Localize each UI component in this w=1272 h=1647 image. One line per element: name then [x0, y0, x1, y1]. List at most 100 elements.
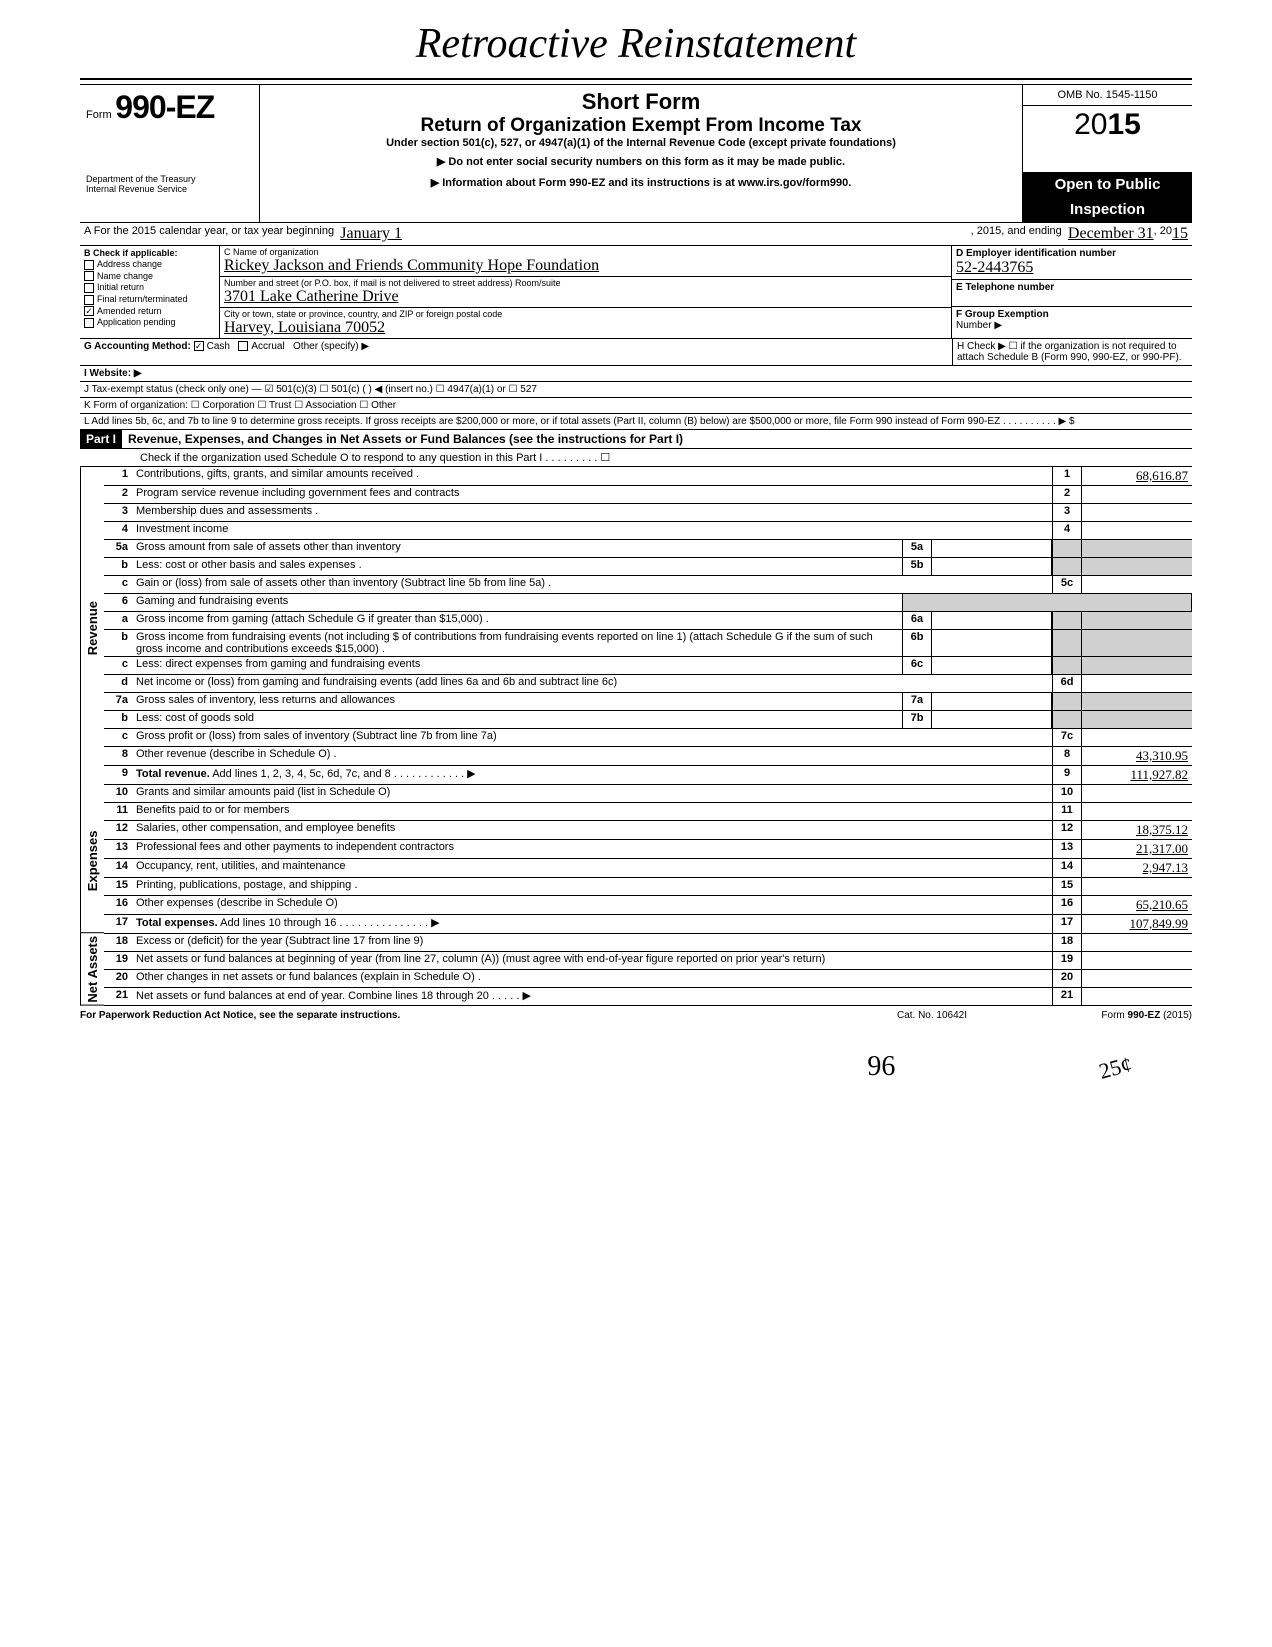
line-num: 17 [104, 915, 132, 933]
checkbox[interactable] [84, 283, 94, 293]
right-val[interactable] [1082, 729, 1192, 746]
checkbox[interactable] [84, 295, 94, 305]
mid-val[interactable] [932, 612, 1052, 629]
right-shaded [902, 594, 1192, 611]
mid-num: 5b [902, 558, 932, 575]
subtitle: Under section 501(c), 527, or 4947(a)(1)… [266, 137, 1016, 149]
row-g: G Accounting Method: ✓Cash Accrual Other… [80, 339, 952, 365]
line-row: dNet income or (loss) from gaming and fu… [104, 675, 1192, 693]
ein-value: 52-2443765 [956, 259, 1188, 277]
line-row: bLess: cost of goods sold7b [104, 711, 1192, 729]
checkbox-label: Initial return [97, 282, 144, 292]
footer-right: Form 990-EZ (2015) [1032, 1010, 1192, 1021]
line-desc: Less: cost or other basis and sales expe… [132, 558, 902, 575]
right-num: 7c [1052, 729, 1082, 746]
line-num: 5a [104, 540, 132, 557]
accrual-checkbox[interactable] [238, 341, 248, 351]
right-val[interactable] [1082, 970, 1192, 987]
line-desc: Less: direct expenses from gaming and fu… [132, 657, 902, 674]
right-val[interactable]: 2,947.13 [1082, 859, 1192, 877]
line-desc: Gain or (loss) from sale of assets other… [132, 576, 1052, 593]
mid-val[interactable] [932, 630, 1052, 656]
right-num-shaded [1052, 657, 1082, 674]
col-b: B Check if applicable: Address changeNam… [80, 246, 220, 338]
right-num: 15 [1052, 878, 1082, 895]
checkbox[interactable] [84, 260, 94, 270]
right-val[interactable]: 18,375.12 [1082, 821, 1192, 839]
right-num-shaded [1052, 711, 1082, 728]
right-val[interactable] [1082, 988, 1192, 1005]
mid-val[interactable] [932, 657, 1052, 674]
mid-val[interactable] [932, 693, 1052, 710]
right-val[interactable]: 68,616.87 [1082, 467, 1192, 485]
right-val[interactable] [1082, 934, 1192, 951]
line-num: 20 [104, 970, 132, 987]
right-val[interactable] [1082, 952, 1192, 969]
right-num: 21 [1052, 988, 1082, 1005]
group-exemption-number: Number ▶ [956, 320, 1188, 331]
line-a-begin: January 1 [340, 225, 402, 243]
right-val[interactable] [1082, 878, 1192, 895]
line-a-end: December 31 [1068, 225, 1154, 243]
right-num: 10 [1052, 785, 1082, 802]
year-prefix: 20 [1074, 108, 1107, 141]
line-desc: Gross income from fundraising events (no… [132, 630, 902, 656]
right-num: 13 [1052, 840, 1082, 858]
checkbox-label: Amended return [97, 306, 162, 316]
right-val[interactable]: 111,927.82 [1082, 766, 1192, 784]
part1-title: Revenue, Expenses, and Changes in Net As… [122, 430, 1192, 448]
line-num: c [104, 657, 132, 674]
right-val[interactable]: 107,849.99 [1082, 915, 1192, 933]
mid-val[interactable] [932, 558, 1052, 575]
line-row: cGross profit or (loss) from sales of in… [104, 729, 1192, 747]
right-num-shaded [1052, 558, 1082, 575]
checkbox[interactable] [84, 271, 94, 281]
line-num: 19 [104, 952, 132, 969]
line-desc: Membership dues and assessments . [132, 504, 1052, 521]
line-row: 9Total revenue. Add lines 1, 2, 3, 4, 5c… [104, 766, 1192, 785]
right-num: 18 [1052, 934, 1082, 951]
right-val[interactable] [1082, 803, 1192, 820]
right-val[interactable] [1082, 576, 1192, 593]
right-num: 9 [1052, 766, 1082, 784]
col-c-label3: City or town, state or province, country… [224, 309, 947, 319]
col-c-label2: Number and street (or P.O. box, if mail … [224, 278, 947, 288]
right-val[interactable] [1082, 675, 1192, 692]
line-row: 17Total expenses. Add lines 10 through 1… [104, 915, 1192, 934]
line-a-yr: 15 [1172, 225, 1188, 243]
line-num: 2 [104, 486, 132, 503]
line-num: 13 [104, 840, 132, 858]
checkbox[interactable] [84, 318, 94, 328]
part1-label: Part I [80, 430, 122, 448]
line-num: b [104, 558, 132, 575]
line-num: b [104, 711, 132, 728]
line-desc: Benefits paid to or for members [132, 803, 1052, 820]
right-num: 16 [1052, 896, 1082, 914]
line-row: 16Other expenses (describe in Schedule O… [104, 896, 1192, 915]
col-c-label1: C Name of organization [224, 247, 947, 257]
checkbox[interactable]: ✓ [84, 306, 94, 316]
line-row: aGross income from gaming (attach Schedu… [104, 612, 1192, 630]
line-desc: Contributions, gifts, grants, and simila… [132, 467, 1052, 485]
tax-year: 2015 [1023, 106, 1192, 144]
line-row: 12Salaries, other compensation, and empl… [104, 821, 1192, 840]
checkbox-row: Initial return [84, 282, 215, 293]
right-val[interactable] [1082, 785, 1192, 802]
right-val[interactable] [1082, 504, 1192, 521]
line-num: 11 [104, 803, 132, 820]
line-row: 15Printing, publications, postage, and s… [104, 878, 1192, 896]
right-val[interactable]: 21,317.00 [1082, 840, 1192, 858]
cash-checkbox[interactable]: ✓ [194, 341, 204, 351]
line-desc: Program service revenue including govern… [132, 486, 1052, 503]
accrual-label: Accrual [251, 341, 284, 352]
right-val[interactable]: 43,310.95 [1082, 747, 1192, 765]
right-val[interactable]: 65,210.65 [1082, 896, 1192, 914]
mid-val[interactable] [932, 540, 1052, 557]
right-val[interactable] [1082, 522, 1192, 539]
org-street: 3701 Lake Catherine Drive [224, 288, 947, 306]
line-desc: Net income or (loss) from gaming and fun… [132, 675, 1052, 692]
mid-val[interactable] [932, 711, 1052, 728]
right-val[interactable] [1082, 486, 1192, 503]
checkbox-row: Name change [84, 271, 215, 282]
line-row: 14Occupancy, rent, utilities, and mainte… [104, 859, 1192, 878]
